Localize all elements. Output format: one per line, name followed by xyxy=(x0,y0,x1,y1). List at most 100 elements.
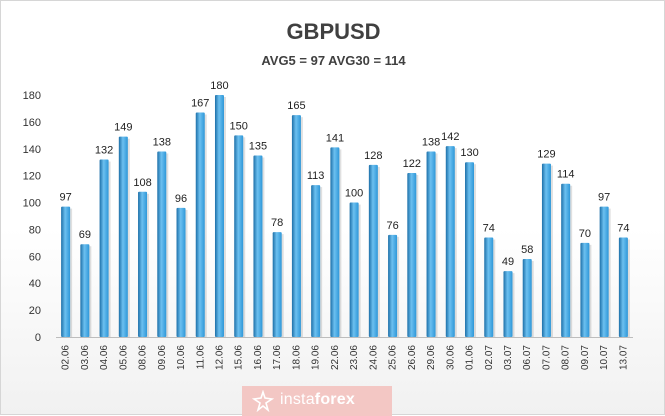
data-label: 76 xyxy=(386,220,398,232)
bar-15.06 xyxy=(234,135,244,337)
x-tick-label: 09.07 xyxy=(580,345,591,370)
brand-suffix: forex xyxy=(314,391,355,408)
x-tick-label: 22.06 xyxy=(330,345,341,370)
data-label: 69 xyxy=(79,229,91,241)
x-tick-label: 15.06 xyxy=(234,345,245,370)
bar-01.06 xyxy=(465,162,475,337)
x-tick-label: 01.06 xyxy=(465,345,476,370)
x-tick-label: 10.07 xyxy=(599,345,610,370)
x-tick-label: 24.06 xyxy=(368,345,379,370)
x-tick-label: 03.07 xyxy=(503,345,514,370)
y-tick-label: 120 xyxy=(23,171,41,183)
y-tick-label: 160 xyxy=(23,117,41,129)
x-tick-label: 23.06 xyxy=(349,345,360,370)
data-label: 132 xyxy=(95,145,113,157)
bar-03.07 xyxy=(503,271,513,337)
x-tick-label: 08.06 xyxy=(138,345,149,370)
chart-title: GBPUSD xyxy=(286,19,381,44)
x-tick-label: 05.06 xyxy=(118,345,129,370)
brand-prefix: insta xyxy=(280,391,315,408)
bar-13.07 xyxy=(618,237,628,337)
x-tick-label: 26.06 xyxy=(407,345,418,370)
data-label: 74 xyxy=(483,223,495,235)
bar-19.06 xyxy=(311,185,321,337)
data-label: 122 xyxy=(403,158,421,170)
data-label: 138 xyxy=(153,136,171,148)
bar-24.06 xyxy=(368,164,378,337)
bar-05.06 xyxy=(118,136,128,337)
data-label: 78 xyxy=(271,217,283,229)
y-tick-label: 140 xyxy=(23,144,41,156)
bar-10.06 xyxy=(176,207,186,337)
bar-08.07 xyxy=(561,183,571,337)
x-axis-ticks: 02.06 03.06 04.06 05.06 08.06 09.06 10.06 11.06… xyxy=(61,345,630,370)
x-tick-label: 04.06 xyxy=(99,345,110,370)
bar-23.06 xyxy=(349,202,359,337)
x-tick-label: 09.06 xyxy=(157,345,168,370)
bar-17.06 xyxy=(272,232,282,337)
y-tick-label: 20 xyxy=(29,305,41,317)
x-tick-label: 11.06 xyxy=(195,345,206,370)
data-label: 142 xyxy=(441,131,459,143)
data-label: 97 xyxy=(598,192,610,204)
y-tick-label: 100 xyxy=(23,198,41,210)
x-tick-label: 02.06 xyxy=(61,345,72,370)
x-tick-label: 12.06 xyxy=(214,345,225,370)
x-tick-label: 16.06 xyxy=(253,345,264,370)
bar-29.06 xyxy=(426,151,436,337)
bar-02.06 xyxy=(61,206,71,337)
bar-02.07 xyxy=(484,237,494,337)
bar-10.07 xyxy=(599,206,609,337)
bar-25.06 xyxy=(388,234,398,337)
chart-subtitle: AVG5 = 97 AVG30 = 114 xyxy=(261,53,406,68)
x-tick-label: 25.06 xyxy=(388,345,399,370)
y-tick-label: 60 xyxy=(29,251,41,263)
data-label: 97 xyxy=(59,192,71,204)
data-label: 96 xyxy=(175,193,187,205)
bar-07.07 xyxy=(541,163,551,337)
y-axis-ticks: 0 20 40 60 80 100 120 140 160 180 xyxy=(23,90,41,344)
x-tick-label: 13.07 xyxy=(618,345,629,370)
y-tick-label: 180 xyxy=(23,90,41,102)
bar-12.06 xyxy=(214,95,224,337)
instaforex-logo-icon xyxy=(252,390,274,412)
data-label: 167 xyxy=(191,97,209,109)
instaforex-brand: instaforex xyxy=(242,386,392,416)
instaforex-brand-text: instaforex xyxy=(280,391,355,409)
data-label: 100 xyxy=(345,188,363,200)
data-label: 113 xyxy=(307,170,325,182)
bar-09.06 xyxy=(157,151,167,337)
bar-08.06 xyxy=(138,191,148,337)
y-tick-label: 80 xyxy=(29,224,41,236)
x-tick-label: 29.06 xyxy=(426,345,437,370)
x-tick-label: 18.06 xyxy=(291,345,302,370)
x-tick-label: 30.06 xyxy=(445,345,456,370)
data-label: 58 xyxy=(521,244,533,256)
data-label: 130 xyxy=(460,147,478,159)
bar-03.06 xyxy=(80,244,90,337)
x-tick-label: 07.07 xyxy=(541,345,552,370)
data-label: 108 xyxy=(133,177,151,189)
bar-26.06 xyxy=(407,172,417,337)
data-label: 74 xyxy=(617,223,629,235)
bar-30.06 xyxy=(445,146,455,337)
data-label: 129 xyxy=(537,149,555,161)
bar-06.07 xyxy=(522,259,532,337)
x-tick-label: 19.06 xyxy=(311,345,322,370)
bar-22.06 xyxy=(330,147,340,337)
x-tick-label: 10.06 xyxy=(176,345,187,370)
y-tick-label: 40 xyxy=(29,278,41,290)
data-label: 114 xyxy=(557,169,575,181)
bars-group xyxy=(61,95,630,338)
bar-18.06 xyxy=(291,115,301,338)
data-label: 49 xyxy=(502,256,514,268)
x-tick-label: 03.06 xyxy=(80,345,91,370)
x-tick-label: 17.06 xyxy=(272,345,283,370)
data-label: 141 xyxy=(326,132,344,144)
data-label: 70 xyxy=(579,228,591,240)
data-label: 165 xyxy=(287,100,305,112)
bar-11.06 xyxy=(195,112,205,337)
bar-04.06 xyxy=(99,159,109,337)
